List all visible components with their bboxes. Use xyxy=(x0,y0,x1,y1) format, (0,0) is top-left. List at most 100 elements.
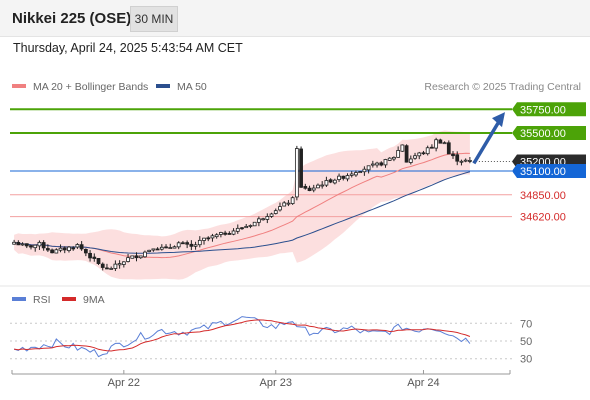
candle xyxy=(421,150,426,155)
candle-body xyxy=(375,162,379,166)
candle-body xyxy=(189,243,194,247)
candle-body xyxy=(151,248,156,251)
candle xyxy=(223,230,227,236)
x-tick-label: Apr 24 xyxy=(407,377,439,389)
candle-body xyxy=(193,244,198,247)
candle-body xyxy=(181,242,185,245)
candle xyxy=(425,145,430,156)
candle-body xyxy=(362,168,367,173)
candle-body xyxy=(134,255,139,259)
candle-body xyxy=(430,146,434,149)
candle-body xyxy=(328,179,333,183)
candle xyxy=(438,138,443,144)
candle-body xyxy=(290,197,295,204)
candle xyxy=(375,161,379,168)
forecast-arrow-head xyxy=(492,112,505,128)
header-bar xyxy=(0,0,590,37)
candle xyxy=(24,243,29,249)
candle-body xyxy=(41,242,46,249)
candle xyxy=(408,155,413,165)
candle xyxy=(37,240,42,250)
candle xyxy=(231,228,236,236)
candle xyxy=(463,158,468,163)
candle-body xyxy=(206,237,211,240)
candle-body xyxy=(164,246,168,249)
candle-body xyxy=(442,142,447,145)
candle xyxy=(172,245,177,249)
candle-body xyxy=(269,213,274,217)
candle xyxy=(105,263,109,270)
candle-body xyxy=(109,268,114,270)
candle xyxy=(379,161,384,167)
candle xyxy=(134,252,139,262)
candle xyxy=(100,262,105,271)
candle xyxy=(290,196,295,205)
candle xyxy=(189,240,194,251)
candle-body xyxy=(37,241,42,247)
candle xyxy=(202,237,206,245)
candle-body xyxy=(202,237,206,241)
candle-body xyxy=(197,239,202,246)
timeframe-button[interactable]: 30 MIN xyxy=(130,6,178,32)
candle xyxy=(417,151,422,160)
candle-body xyxy=(265,216,270,220)
candle-body xyxy=(417,152,422,157)
candle xyxy=(138,255,143,259)
candle xyxy=(235,224,240,234)
candle-body xyxy=(311,187,316,191)
candle xyxy=(311,184,316,193)
rsi-tick-label: 30 xyxy=(520,354,532,366)
candle xyxy=(12,239,16,245)
candle-body xyxy=(400,144,405,152)
candle xyxy=(459,159,464,166)
candle-body xyxy=(358,171,363,174)
candle-body xyxy=(147,249,152,252)
candle xyxy=(303,183,308,190)
candle-body xyxy=(92,256,97,259)
candle-body xyxy=(261,218,265,221)
candle-body xyxy=(168,247,173,249)
candle xyxy=(455,151,460,166)
candle-body xyxy=(223,232,227,235)
candle-body xyxy=(463,159,468,162)
candle xyxy=(400,144,405,152)
candle xyxy=(16,240,21,246)
rsi-tick-label: 50 xyxy=(520,336,532,348)
rsi-ma-line xyxy=(14,319,471,352)
candle xyxy=(286,200,291,207)
candle xyxy=(430,144,434,149)
candle-body xyxy=(341,175,346,179)
candle-body xyxy=(227,233,232,235)
candle-body xyxy=(354,172,358,176)
datetime-label: Thursday, April 24, 2025 5:43:54 AM CET xyxy=(13,41,243,55)
candle-body xyxy=(383,159,388,166)
candle xyxy=(197,236,202,248)
candle-body xyxy=(337,175,341,181)
candle-body xyxy=(379,162,384,166)
legend-label: RSI xyxy=(33,294,51,306)
candle-body xyxy=(370,163,375,166)
rsi-tick-label: 70 xyxy=(520,318,532,330)
candle-body xyxy=(244,226,249,229)
candle-body xyxy=(387,157,392,161)
candle xyxy=(434,137,439,152)
candle xyxy=(383,158,388,168)
candle-body xyxy=(235,227,240,232)
level-label-box xyxy=(512,126,586,140)
candle-body xyxy=(459,160,464,163)
candle xyxy=(79,241,84,251)
candle-body xyxy=(62,247,67,251)
candle-body xyxy=(307,187,312,192)
candle xyxy=(50,248,54,254)
candle xyxy=(168,243,173,249)
candle xyxy=(176,241,181,250)
candle xyxy=(282,201,287,207)
x-tick-label: Apr 22 xyxy=(108,377,140,389)
legend-swatch xyxy=(12,84,26,88)
candle-body xyxy=(58,247,63,251)
candle-body xyxy=(67,246,71,251)
candle-body xyxy=(320,184,325,187)
candle xyxy=(404,144,409,163)
candle xyxy=(349,171,354,178)
candle xyxy=(33,244,38,252)
